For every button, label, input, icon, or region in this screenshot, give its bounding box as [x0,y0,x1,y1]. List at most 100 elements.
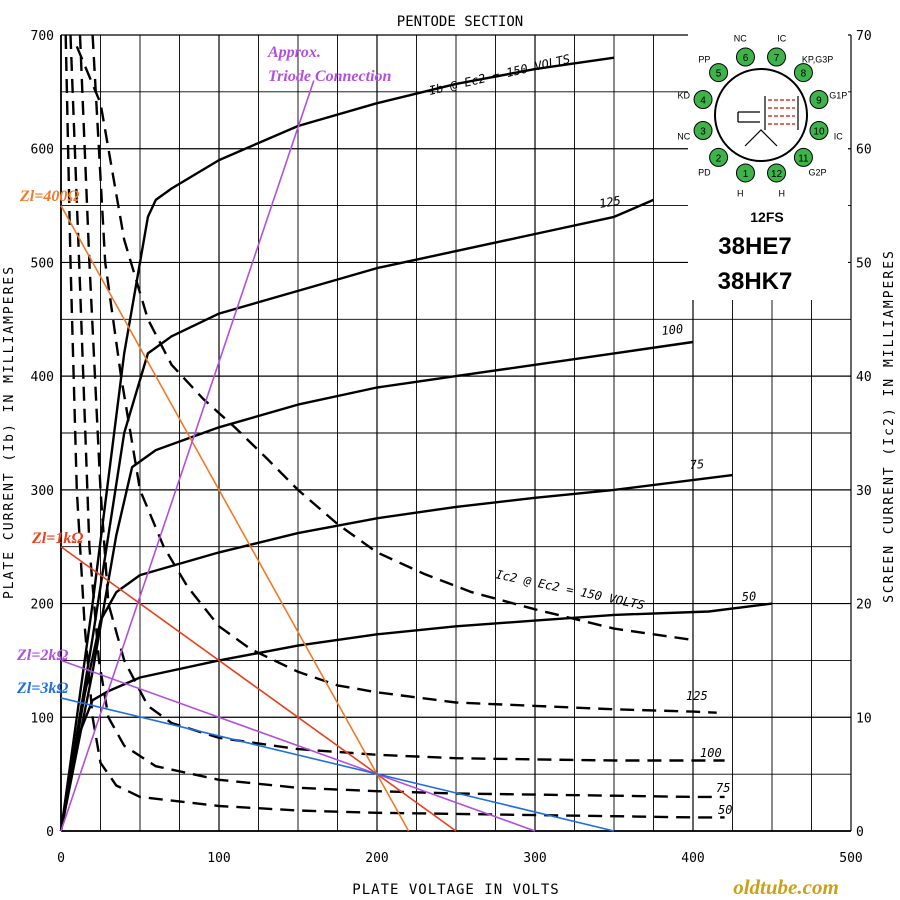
pin-number: 2 [716,153,722,164]
load-line [60,546,457,832]
tube-name-2: 38HK7 [718,268,793,295]
plate-curve-Ib @ Ec2 = 150 VOLTS [59,56,615,832]
pin-number: 5 [716,69,722,80]
screen-current-curves [64,34,725,819]
base-type-label: 12FS [750,209,783,225]
y-tick-label: 700 [31,29,54,44]
pin-number: 7 [774,53,780,64]
load-lines [60,205,615,832]
screen-curve-label: 125 [686,689,708,703]
pin-number: 1 [743,169,749,180]
pin-11 [793,147,813,167]
y2-axis-label: SCREEN CURRENT (Ic2) IN MILLIAMPERES [882,249,897,603]
triode-label: Approx. [267,44,321,61]
pin-number: 8 [801,69,807,80]
pin-number: 10 [813,127,825,138]
y-tick-label: 200 [31,598,54,613]
pin-8 [793,63,813,83]
pin-4 [693,89,713,109]
y-tick-label: 500 [31,256,54,271]
load-line-label: Zl=1kΩ [31,530,83,547]
load-line-label: Zl=3kΩ [16,680,68,697]
pin-number: 9 [816,95,822,106]
chart-grid [60,34,852,832]
load-line [60,697,615,832]
pin-number: 6 [743,53,749,64]
screen-curve-label: 100 [700,746,722,760]
screen-curve-100 [78,34,725,762]
triode-label: Triode Connection [268,68,392,85]
pin-label: G2P [809,168,827,178]
triode-line [60,80,315,832]
pin-label: H [778,188,785,198]
y2-tick-label: 20 [856,598,872,613]
tube-name-1: 38HE7 [718,233,791,260]
watermark: oldtube.com [733,875,839,899]
plate-curve-50 [59,602,773,832]
tube-base-panel: 1 H 2 PD 3 NC 4 KD 5 PP 6 NC 7 IC 8 KP,G3P 9 G1P 10 IC 11G2P… [677,30,848,300]
plate-curve-100 [59,340,694,832]
screen-curve-Ic2 @ Ec2 = 150 VOLTS [75,45,694,642]
pin-label: NC [677,132,690,142]
x-tick-label: 500 [839,851,862,866]
x-tick-label: 0 [57,851,65,866]
plate-current-curves [59,56,773,832]
y2-tick-label: 50 [856,256,872,271]
pin-label: G1P [829,90,847,100]
screen-curve-125 [91,34,717,714]
plate-curve-label: 75 [689,457,704,472]
y2-tick-label: 70 [856,29,872,44]
pin-label: IC [777,34,787,44]
y-tick-label: 100 [31,711,54,726]
x-tick-label: 200 [365,851,388,866]
diode-electrode [737,111,760,123]
load-line-label: Zl=400Ω [19,188,79,205]
pin-label: PP [698,54,710,64]
y2-tick-label: 60 [856,143,872,158]
plate-curve-125 [59,198,654,832]
pin-label: IC [834,132,844,142]
pentode-electrode [764,96,799,130]
screen-curve-label: 50 [718,803,732,817]
pin-label: KD [677,90,690,100]
y-axis-ticks: 0 100 200 300 400 500 600 700 [31,29,54,840]
x-axis-label: PLATE VOLTAGE IN VOLTS [352,882,559,898]
y-tick-label: 300 [31,484,54,499]
base-pinout-diagram: 1 H 2 PD 3 NC 4 KD 5 PP 6 NC 7 IC 8 KP,G3P 9 G1P 10 IC 11G2P… [677,34,847,199]
screen-curve-50 [64,34,725,819]
load-line [60,205,410,832]
pin-7 [767,47,787,67]
y-tick-label: 600 [31,143,54,158]
screen-curve-75 [69,34,725,799]
heater [744,129,778,147]
pin-5 [709,63,729,83]
x-axis-ticks: 0 100 200 300 400 500 [57,851,863,866]
load-line-label: Zl=2kΩ [16,647,68,664]
x-tick-label: 400 [681,851,704,866]
y2-tick-label: 10 [856,711,872,726]
pin-12 [767,163,787,183]
plate-curve-label: 125 [598,193,622,211]
pin-label: H [737,188,744,198]
plate-curve-label: Ib @ Ec2 = 150 VOLTS [428,52,572,98]
chart-title: PENTODE SECTION [397,14,523,30]
pin-10 [809,121,829,141]
pin-2 [709,147,729,167]
base-envelope [714,68,808,162]
plate-curve-label: 100 [661,322,684,338]
pentode-grids [768,99,795,125]
pin-label: KP,G3P [802,54,833,64]
triode-connection-line [60,80,315,832]
pin-number: 12 [771,169,783,180]
screen-curve-label: 75 [716,781,730,795]
screen-curve-label: Ic2 @ Ec2 = 150 VOLTS [494,567,645,612]
y2-axis-ticks: 0 10 20 30 40 50 60 70 [856,29,872,840]
y-axis-label: PLATE CURRENT (Ib) IN MILLIAMPERES [2,265,17,599]
pin-number: 11 [798,153,809,164]
y2-tick-label: 40 [856,370,872,385]
y-tick-label: 0 [46,825,54,840]
pin-label: NC [734,34,747,44]
load-line [60,659,536,832]
